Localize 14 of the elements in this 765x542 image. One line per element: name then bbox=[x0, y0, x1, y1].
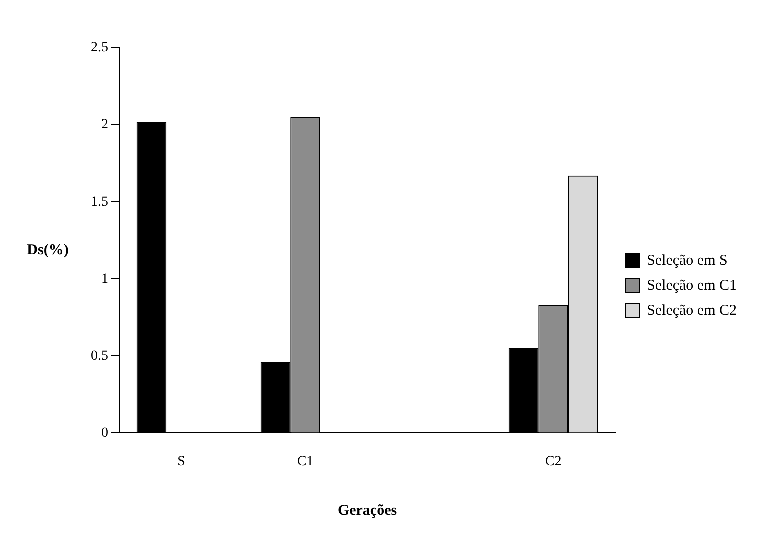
legend-label: Seleção em S bbox=[647, 252, 728, 269]
x-tick-label: S bbox=[178, 454, 186, 470]
y-tick-label: 0 bbox=[102, 426, 108, 441]
x-axis-title: Gerações bbox=[338, 502, 398, 519]
x-tick-label: C1 bbox=[297, 454, 314, 470]
legend-label: Seleção em C2 bbox=[647, 302, 738, 319]
legend-label: Seleção em C1 bbox=[647, 278, 738, 294]
x-tick-label: C2 bbox=[545, 454, 562, 470]
y-tick-label: 2.5 bbox=[91, 40, 108, 56]
y-tick-label: 1.5 bbox=[91, 194, 108, 210]
y-axis-title: Ds(%) bbox=[27, 242, 69, 258]
y-tick-label: 0.5 bbox=[91, 348, 108, 364]
y-tick-label: 1 bbox=[102, 272, 108, 287]
y-tick-label: 2 bbox=[102, 118, 108, 133]
